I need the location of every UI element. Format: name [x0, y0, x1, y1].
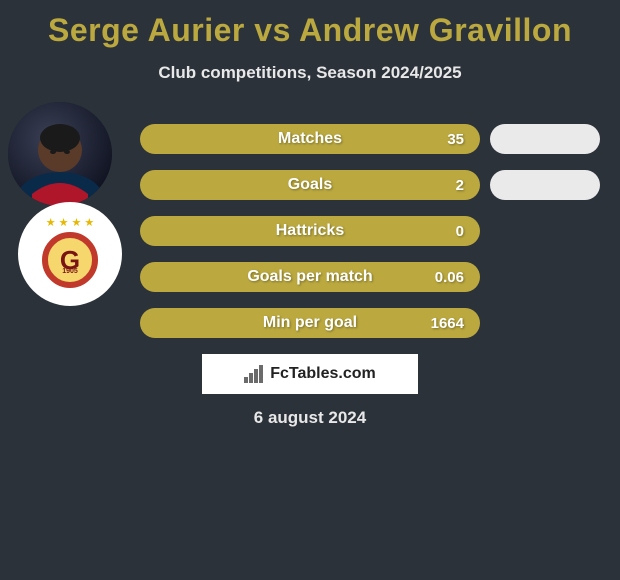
player2-avatar: ★ ★ ★ ★ 1905 G — [18, 202, 122, 306]
crest-year: 1905 — [62, 268, 78, 275]
stat-bar: Goals 2 — [140, 170, 480, 200]
stat-bars: Matches 35 Goals 2 Hattricks 0 Goals per… — [140, 124, 480, 354]
stat-bar: Goals per match 0.06 — [140, 262, 480, 292]
stat-label: Min per goal — [263, 314, 357, 332]
stat-bar: Matches 35 — [140, 124, 480, 154]
star-icon: ★ — [59, 216, 69, 229]
club-crest: ★ ★ ★ ★ 1905 G — [34, 218, 106, 290]
pill — [490, 124, 600, 154]
brand-text: FcTables.com — [270, 365, 376, 383]
stat-value: 35 — [447, 131, 464, 148]
stat-label: Hattricks — [276, 222, 344, 240]
star-icon: ★ — [84, 216, 94, 229]
chart-icon — [244, 365, 264, 383]
stat-label: Goals per match — [247, 268, 372, 286]
footer-date: 6 august 2024 — [0, 408, 620, 428]
stat-value: 1664 — [431, 315, 464, 332]
crest-stars: ★ ★ ★ ★ — [46, 216, 95, 229]
stat-value: 0 — [456, 223, 464, 240]
star-icon: ★ — [46, 216, 56, 229]
stat-bar: Hattricks 0 — [140, 216, 480, 246]
stat-label: Goals — [288, 176, 332, 194]
player1-avatar — [8, 102, 112, 206]
stat-bar: Min per goal 1664 — [140, 308, 480, 338]
avatars-column: ★ ★ ★ ★ 1905 G — [8, 102, 128, 306]
subtitle-text: Club competitions, Season 2024/2025 — [158, 63, 461, 82]
player-photo-placeholder — [8, 102, 112, 206]
subtitle: Club competitions, Season 2024/2025 — [0, 63, 620, 83]
stat-label: Matches — [278, 130, 342, 148]
date-text: 6 august 2024 — [254, 408, 366, 427]
page-title: Serge Aurier vs Andrew Gravillon — [0, 0, 620, 49]
pill — [490, 170, 600, 200]
star-icon: ★ — [72, 216, 82, 229]
title-text: Serge Aurier vs Andrew Gravillon — [48, 12, 572, 48]
stat-value: 2 — [456, 177, 464, 194]
stat-value: 0.06 — [435, 269, 464, 286]
comparison-pills — [490, 124, 600, 216]
crest-ring: 1905 G — [42, 232, 98, 288]
footer-brand: FcTables.com — [202, 354, 418, 394]
